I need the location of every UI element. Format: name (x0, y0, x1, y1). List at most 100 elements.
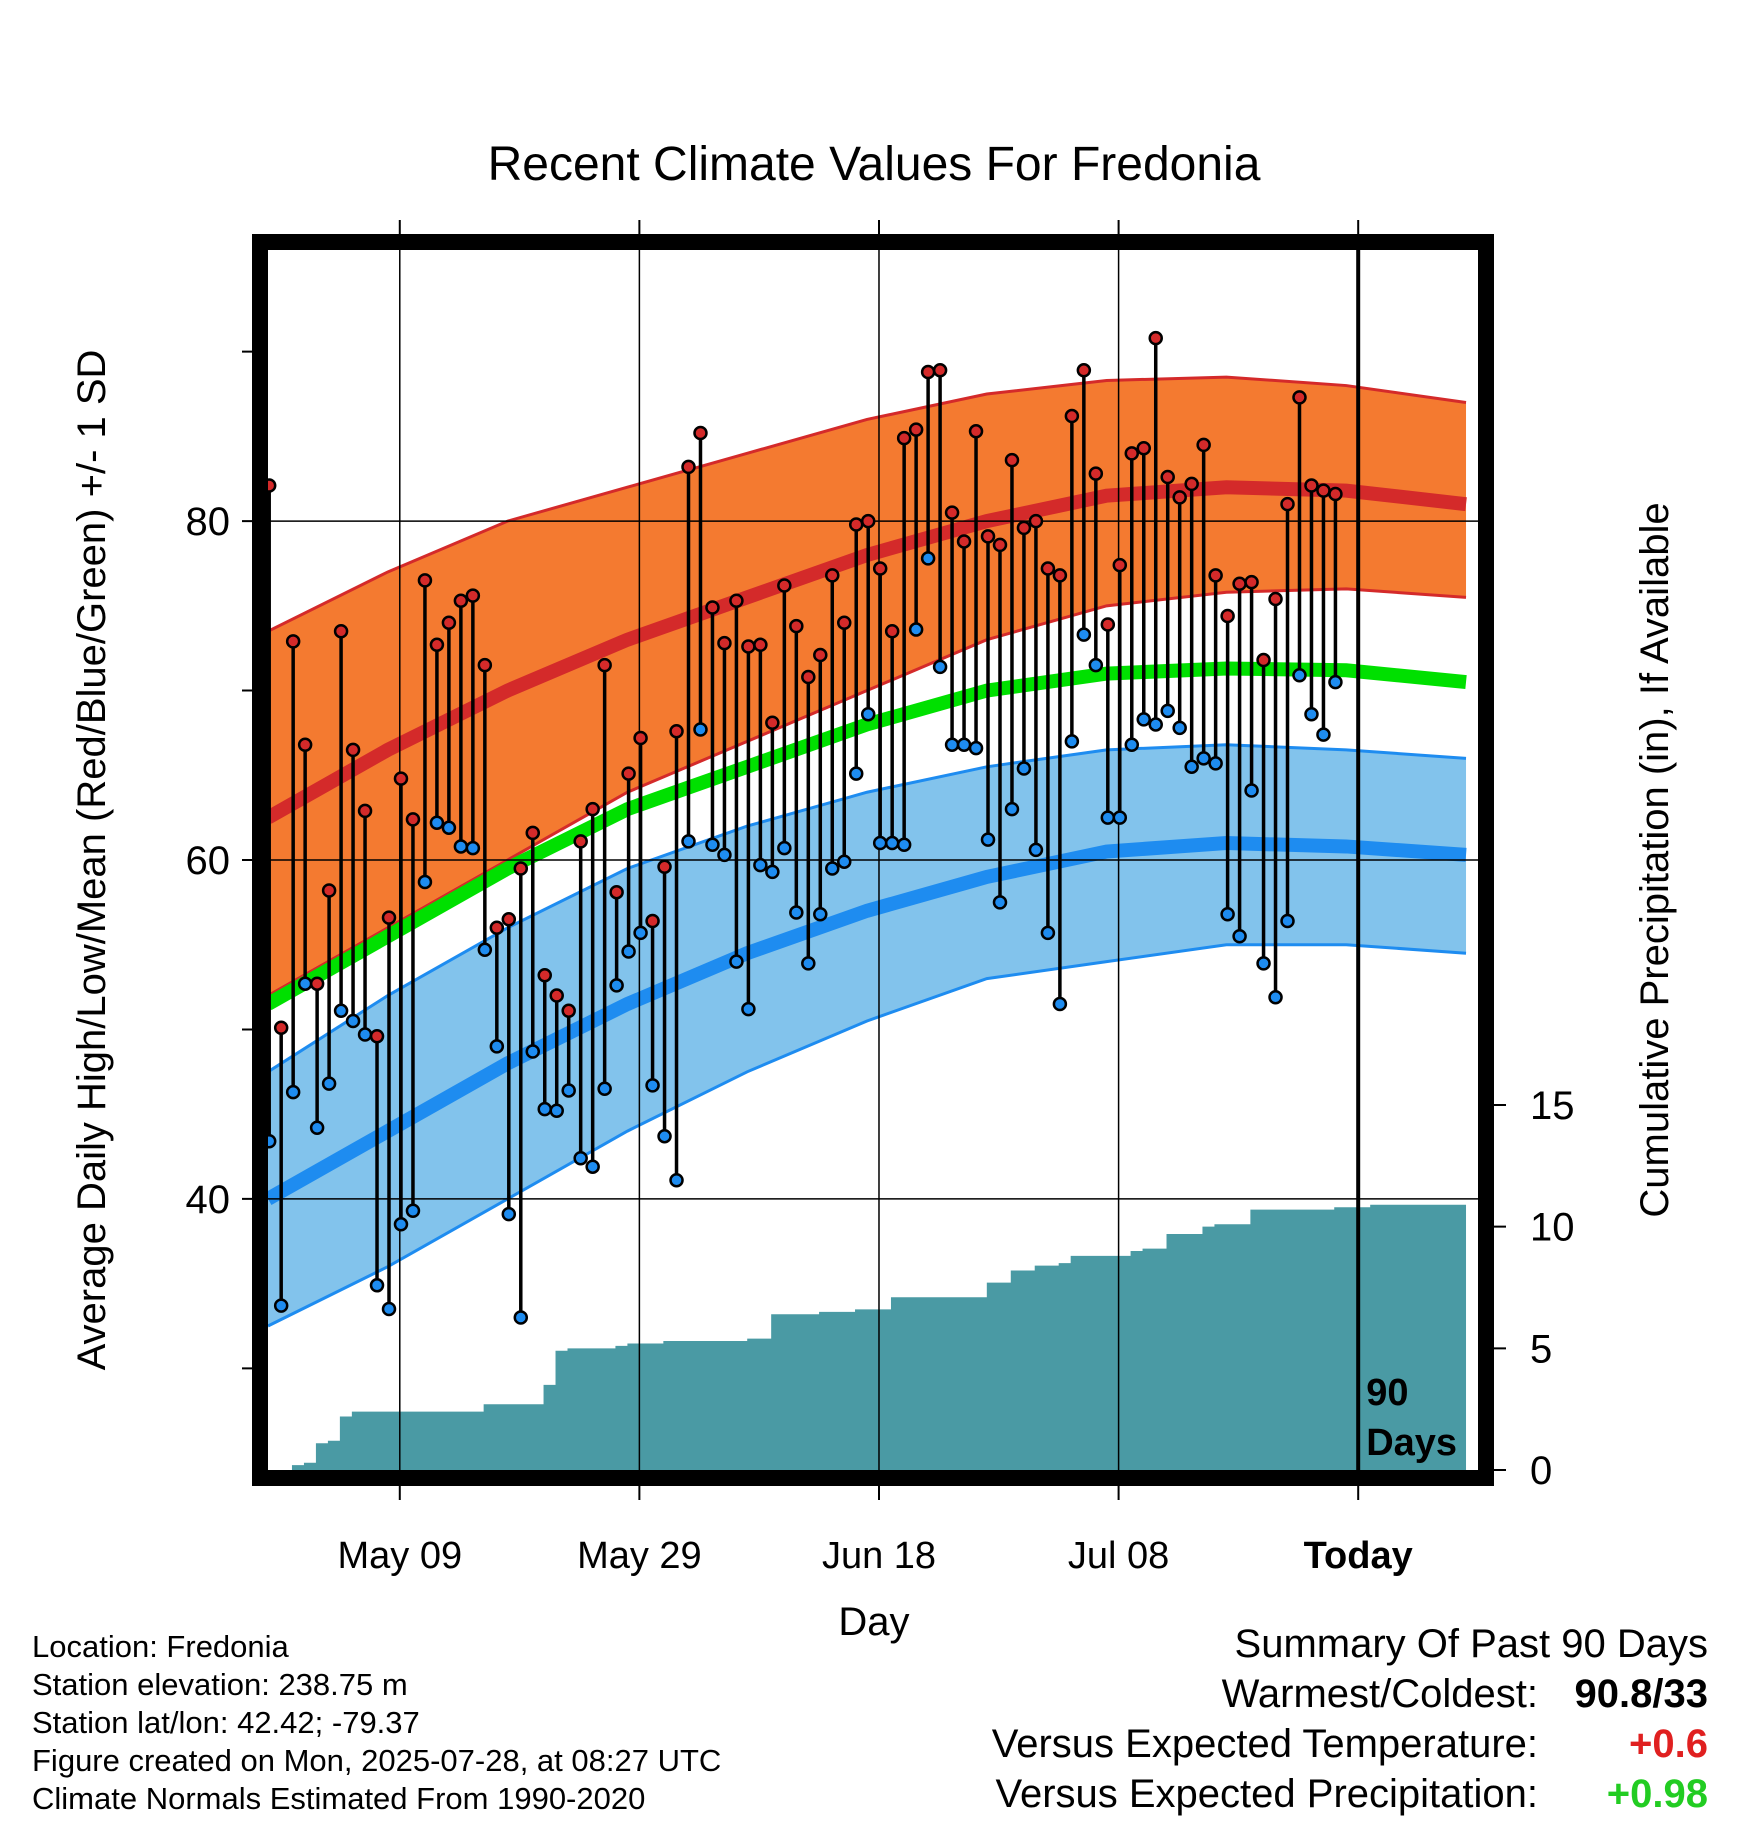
low-point (1220, 906, 1235, 922)
chart-title: Recent Climate Values For Fredonia (488, 138, 1261, 191)
low-point (777, 840, 792, 856)
low-point (992, 895, 1008, 910)
high-point (309, 976, 325, 991)
high-point (561, 1003, 576, 1019)
high-point (1184, 476, 1199, 492)
low-point (813, 906, 828, 922)
x-tick-label: May 09 (337, 1535, 462, 1577)
high-point (1160, 469, 1175, 485)
high-point (693, 425, 708, 441)
high-point (465, 588, 481, 603)
low-point (1040, 925, 1056, 941)
high-point (477, 657, 493, 673)
high-point (1232, 576, 1247, 592)
warm-cold-value: 90.8/33 (1574, 1672, 1708, 1716)
low-point (1280, 913, 1295, 929)
mean-line (268, 661, 1467, 1011)
high-point (884, 624, 900, 639)
low-point (441, 820, 457, 836)
high-point (268, 478, 277, 493)
low-point (872, 835, 888, 851)
low-point (1076, 627, 1092, 642)
high-point (645, 913, 660, 929)
low-point (537, 1101, 552, 1117)
low-point (884, 835, 900, 851)
high-point (1088, 466, 1104, 481)
y2-axis-label: Cumulative Precipitation (in), If Availa… (1633, 502, 1677, 1217)
high-point (453, 593, 469, 608)
low-point (1208, 756, 1223, 771)
high-point (1064, 408, 1080, 424)
high-point (956, 534, 972, 549)
high-point (801, 669, 816, 685)
low-point (753, 857, 768, 873)
today-marker-label: 90 (1366, 1372, 1408, 1414)
low-point (597, 1081, 612, 1096)
low-point (1172, 720, 1187, 736)
axes: May 09 May 29 Jun 18 Jul 08 Today 40 60 80 0 5 10 1… (186, 220, 1575, 1577)
high-point (489, 920, 505, 936)
low-point (825, 861, 840, 876)
high-point (872, 561, 888, 576)
y-tick-label: 60 (186, 839, 231, 883)
low-point (645, 1078, 660, 1093)
high-point (537, 967, 552, 983)
station-info: Location: Fredonia Station elevation: 23… (32, 1628, 721, 1818)
high-point (393, 771, 409, 786)
x-tick-label: Today (1304, 1535, 1413, 1577)
low-point (1196, 751, 1211, 766)
temp-row: Versus Expected Temperature: +0.6 (992, 1722, 1708, 1767)
high-point (896, 430, 912, 446)
low-point (621, 944, 636, 959)
y2-tick-label: 5 (1530, 1327, 1552, 1371)
high-point (1304, 478, 1319, 493)
high-point (405, 812, 421, 827)
high-point (621, 766, 636, 781)
low-point (705, 837, 720, 852)
low-point (513, 1310, 529, 1325)
high-point (1112, 557, 1128, 573)
high-point (429, 637, 445, 653)
location-text: Location: Fredonia (32, 1629, 289, 1664)
high-point (1220, 608, 1235, 624)
low-point (417, 874, 433, 890)
low-point (836, 854, 852, 869)
low-point (525, 1044, 541, 1059)
high-point (932, 363, 948, 378)
low-point (477, 942, 493, 958)
low-point (1244, 783, 1259, 798)
low-point (1028, 842, 1044, 858)
low-point (932, 659, 948, 675)
low-point (309, 1120, 325, 1135)
high-point (717, 635, 732, 651)
high-point (633, 730, 648, 746)
high-point (908, 422, 924, 437)
high-point (992, 537, 1008, 553)
high-point (789, 618, 804, 634)
low-point (765, 864, 780, 880)
high-point (345, 742, 361, 758)
high-point (1328, 486, 1343, 502)
latlon-text: Station lat/lon: 42.42; -79.37 (32, 1705, 420, 1740)
low-band-lower (268, 943, 1467, 1328)
high-point (681, 459, 696, 475)
low-point (681, 834, 696, 849)
low-point (956, 737, 972, 753)
low-point (801, 956, 816, 971)
low-point (1148, 717, 1163, 732)
high-point (705, 600, 720, 615)
high-point (848, 517, 864, 532)
normals-text: Climate Normals Estimated From 1990-2020 (32, 1781, 646, 1816)
low-point (1184, 759, 1199, 775)
high-point (585, 801, 600, 817)
low-point (297, 976, 313, 991)
high-point (549, 988, 564, 1003)
low-point (693, 722, 708, 737)
high-point (357, 803, 373, 819)
precip-label: Versus Expected Precipitation: (995, 1772, 1538, 1816)
low-point (1088, 657, 1104, 673)
low-point (968, 740, 984, 756)
low-point (1232, 929, 1247, 944)
y2-tick-label: 10 (1530, 1206, 1575, 1250)
